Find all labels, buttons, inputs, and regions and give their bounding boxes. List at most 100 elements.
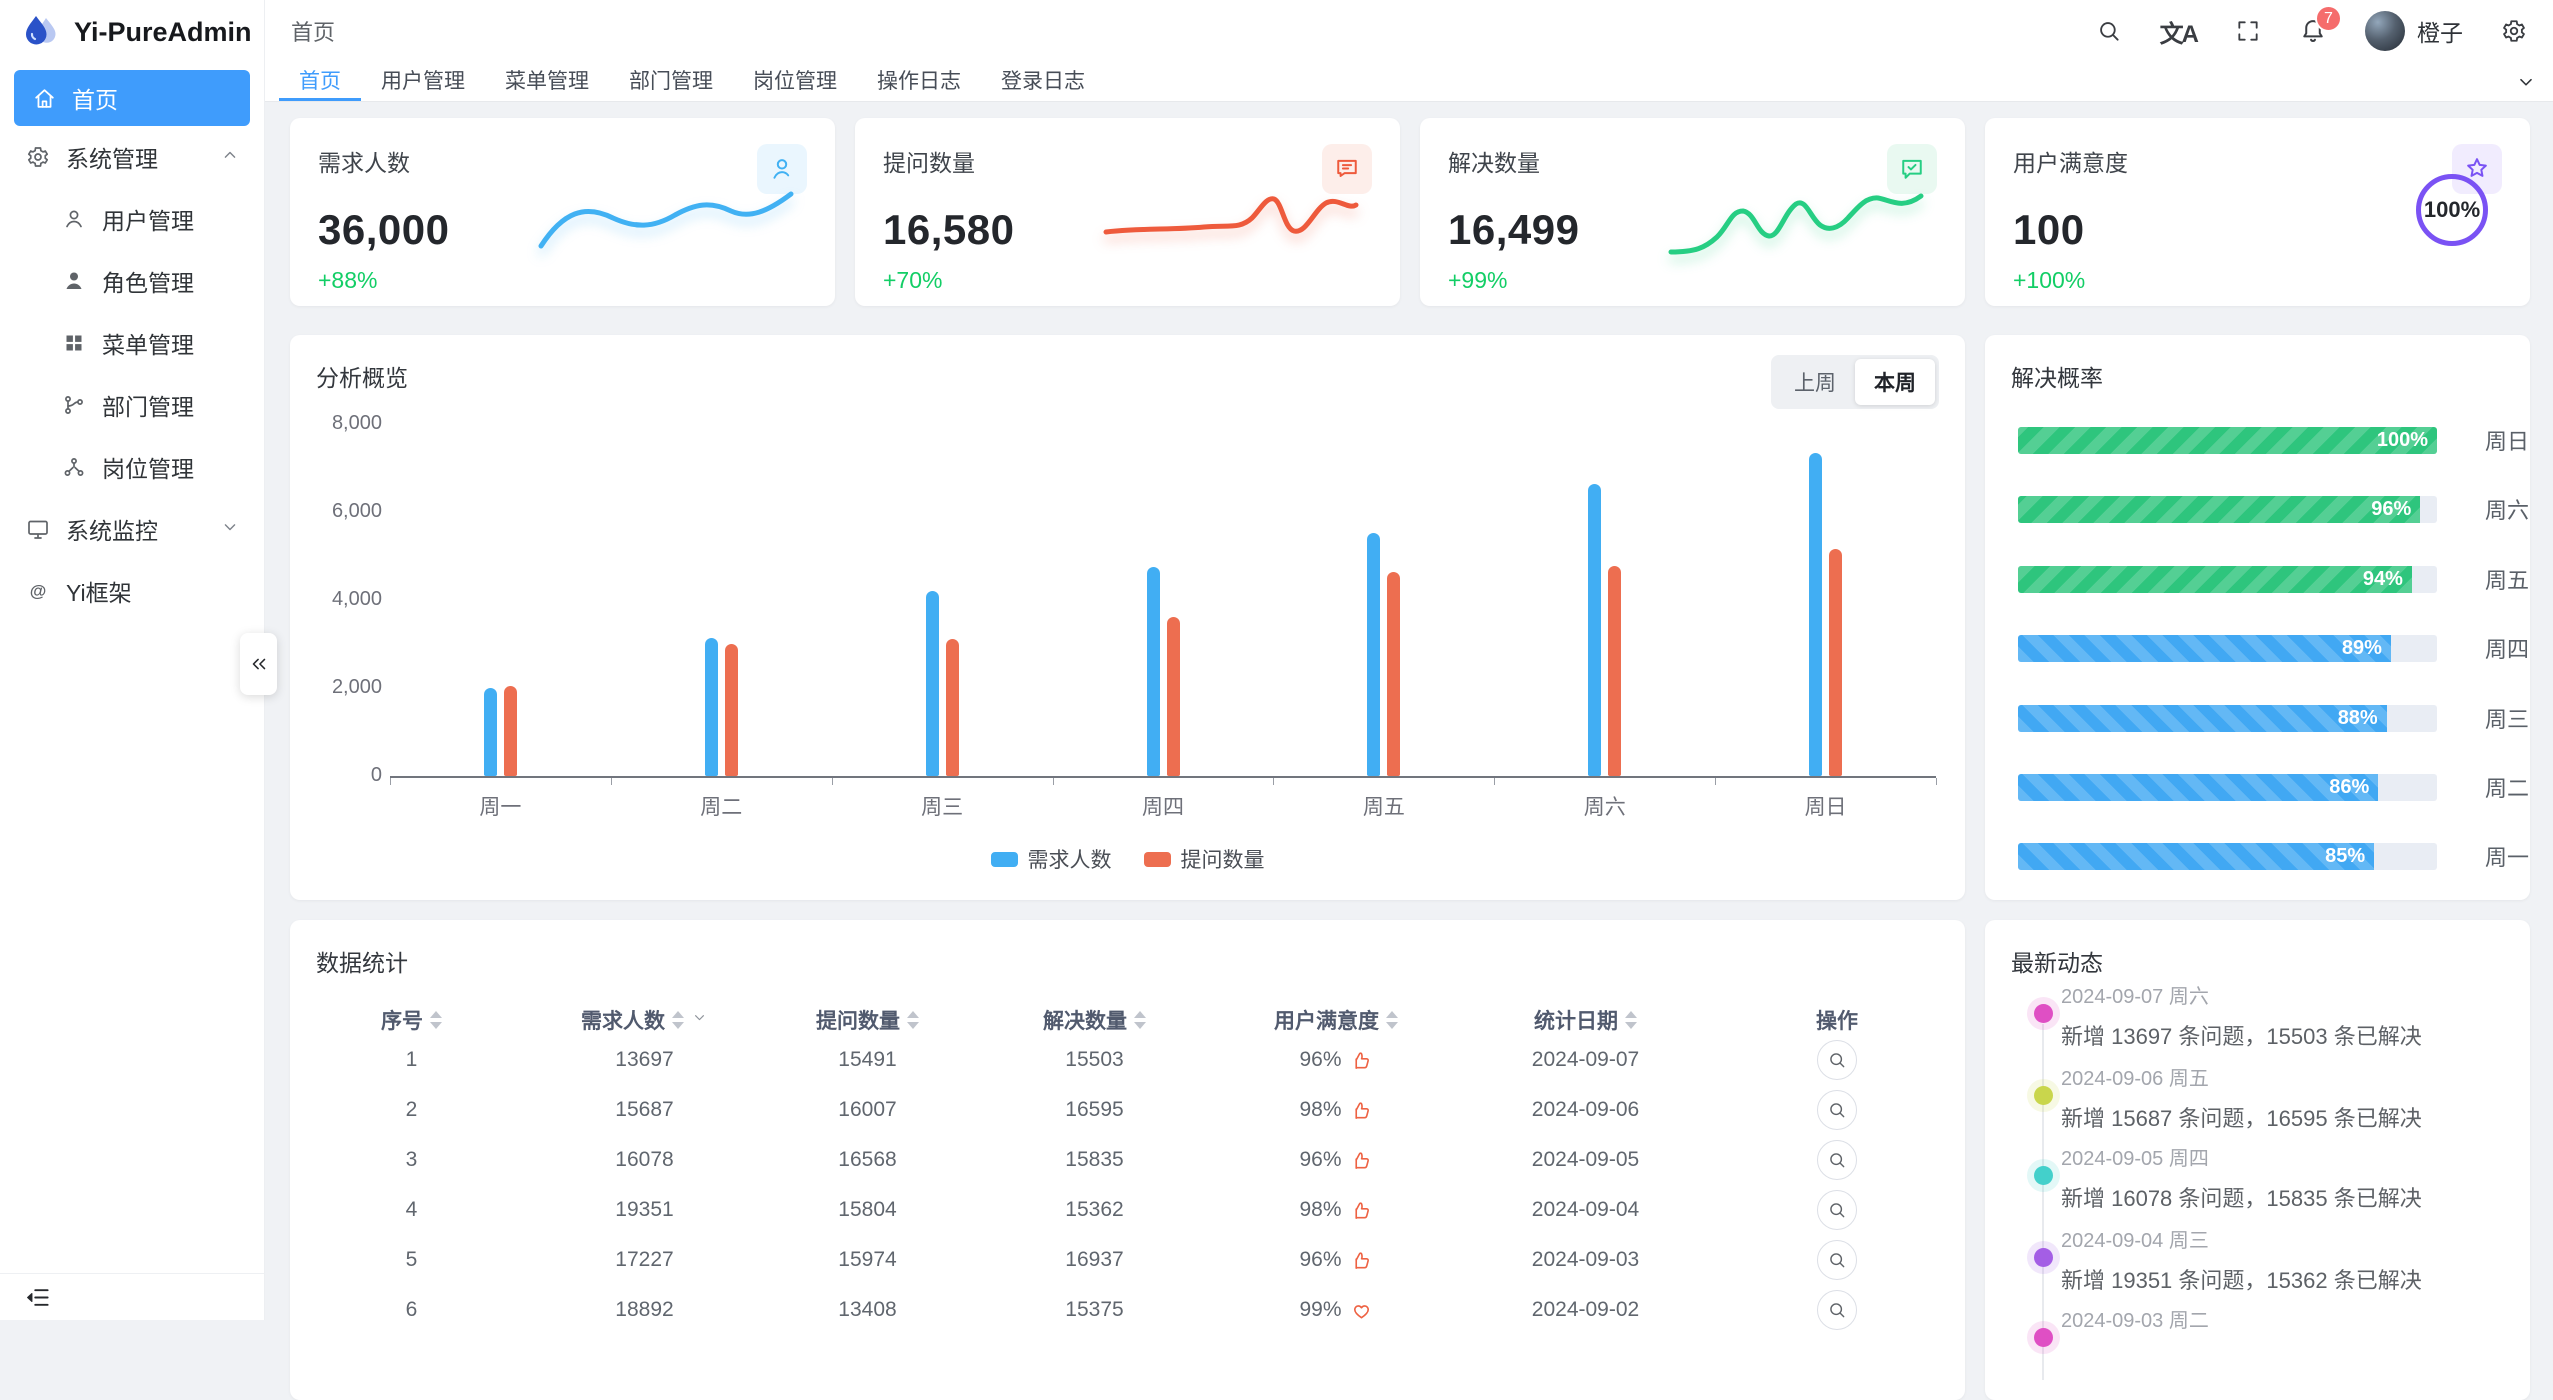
collapse-sidebar-icon[interactable]: [24, 1284, 51, 1311]
table-row-1: 2 15687 16007 16595 98% 2024-09-06: [290, 1085, 1965, 1135]
progress-day-label: 周五: [2485, 568, 2530, 593]
timeline-dot: [2034, 1166, 2053, 1185]
progress-day-label: 周日: [2485, 429, 2530, 454]
progress-fill: 85%: [2018, 842, 2375, 870]
settings-button[interactable]: [2501, 18, 2527, 44]
stat-card-2: 解决数量 16,499 +99%: [1420, 118, 1965, 306]
cell-satisfaction: 96%: [1299, 1048, 1372, 1072]
column-header-2[interactable]: 提问数量: [756, 1005, 979, 1035]
stat-delta: +99%: [1448, 267, 1508, 293]
sidebar-item-label: 角色管理: [102, 270, 194, 296]
language-button[interactable]: 文A: [2160, 14, 2199, 49]
gear-icon: [26, 145, 50, 169]
progress-fill: 100%: [2018, 426, 2437, 454]
tab-3[interactable]: 部门管理: [609, 62, 733, 101]
sidebar-item-0-3[interactable]: 部门管理: [0, 374, 264, 436]
view-detail-button[interactable]: [1817, 1090, 1857, 1130]
cell-question: 13408: [838, 1298, 897, 1321]
logo-drop-icon: [20, 12, 60, 52]
sidebar-group-1[interactable]: 系统监控: [0, 498, 264, 560]
legend-item[interactable]: 需求人数: [990, 844, 1112, 874]
stat-value: 16,580: [883, 206, 1015, 253]
view-detail-button[interactable]: [1817, 1040, 1857, 1080]
progress-value: 88%: [2337, 706, 2378, 729]
tabs-dropdown-button[interactable]: [2499, 62, 2553, 101]
sort-carets[interactable]: [1625, 1011, 1637, 1029]
sidebar-group-0[interactable]: 系统管理: [0, 126, 264, 188]
sort-carets[interactable]: [1134, 1011, 1146, 1029]
cell-seq: 4: [405, 1198, 418, 1221]
table-row-0: 1 13697 15491 15503 96% 2024-09-07: [290, 1035, 1965, 1085]
filter-button[interactable]: [691, 1008, 708, 1032]
cell-solved: 16937: [1065, 1248, 1124, 1271]
cell-demand: 17227: [615, 1248, 674, 1271]
cell-seq: 1: [405, 1048, 418, 1071]
column-header-0[interactable]: 序号: [290, 1005, 533, 1035]
sidebar-collapse-handle[interactable]: [240, 633, 277, 695]
column-header-5[interactable]: 统计日期: [1462, 1005, 1709, 1035]
cell-satisfaction: 98%: [1299, 1098, 1372, 1122]
tab-5[interactable]: 操作日志: [857, 62, 981, 101]
cell-solved: 15362: [1065, 1198, 1124, 1221]
view-detail-button[interactable]: [1817, 1140, 1857, 1180]
toggle-last-week[interactable]: 上周: [1794, 372, 1836, 395]
sidebar-item-0-2[interactable]: 菜单管理: [0, 312, 264, 374]
view-detail-button[interactable]: [1817, 1290, 1857, 1330]
tab-4[interactable]: 岗位管理: [733, 62, 857, 101]
tab-2[interactable]: 菜单管理: [485, 62, 609, 101]
timeline-dot: [2034, 1248, 2053, 1267]
search-icon: [1827, 1300, 1847, 1320]
bar-需求人数-周日: [1809, 453, 1823, 776]
sort-carets[interactable]: [1386, 1011, 1398, 1029]
toggle-this-week[interactable]: 本周: [1855, 359, 1935, 405]
sort-carets[interactable]: [907, 1011, 919, 1029]
stat-title: 用户满意度: [2013, 150, 2128, 176]
column-header-4[interactable]: 用户满意度: [1210, 1005, 1462, 1035]
news-item-4: 2024-09-03 周二: [2025, 1304, 2495, 1347]
stats-table-card: 数据统计 序号 需求人数 提问数量 解决数量 用户满意度 统计日期 操作: [290, 920, 1965, 1400]
progress-row-周日: 100% 周日: [2018, 424, 2529, 456]
column-header-6[interactable]: 操作: [1709, 1005, 1965, 1035]
column-label: 需求人数: [581, 1010, 665, 1033]
bar-提问数量-周日: [1829, 549, 1843, 776]
stat-delta: +100%: [2013, 267, 2086, 293]
view-detail-button[interactable]: [1817, 1190, 1857, 1230]
branch-icon: [62, 393, 86, 417]
stat-value: 100: [2013, 206, 2085, 253]
user-menu[interactable]: 橙子: [2365, 11, 2463, 51]
sort-carets[interactable]: [430, 1011, 442, 1029]
notifications-button[interactable]: 7: [2299, 5, 2342, 45]
cell-date: 2024-09-05: [1531, 1148, 1640, 1171]
sidebar-item-0-0[interactable]: 用户管理: [0, 188, 264, 250]
legend-item[interactable]: 提问数量: [1143, 844, 1265, 874]
sidebar-item-label: 用户管理: [102, 208, 194, 234]
x-tick-label: 周四: [1142, 796, 1184, 819]
chevron-down-icon: [220, 517, 240, 537]
chevron-up-icon: [220, 145, 240, 165]
progress-track: 89%: [2018, 634, 2437, 662]
sidebar-group-2[interactable]: @ Yi框架: [0, 560, 264, 622]
column-header-1[interactable]: 需求人数: [533, 1005, 756, 1035]
bar-需求人数-周一: [483, 688, 497, 776]
x-tick-label: 周六: [1583, 796, 1626, 819]
tab-6[interactable]: 登录日志: [981, 62, 1105, 101]
view-detail-button[interactable]: [1817, 1240, 1857, 1280]
app-logo[interactable]: Yi-PureAdmin: [0, 0, 264, 64]
sparkline: [1103, 196, 1359, 235]
cell-solved: 15835: [1065, 1148, 1124, 1171]
progress-value: 100%: [2376, 428, 2428, 451]
stat-title: 提问数量: [883, 150, 975, 176]
sort-carets[interactable]: [672, 1011, 684, 1029]
progress-track: 96%: [2018, 495, 2437, 523]
tab-0[interactable]: 首页: [279, 62, 361, 101]
fullscreen-button[interactable]: [2235, 18, 2261, 44]
tab-1[interactable]: 用户管理: [361, 62, 485, 101]
column-header-3[interactable]: 解决数量: [979, 1005, 1210, 1035]
y-tick-label: 2,000: [331, 676, 382, 698]
sidebar-item-home[interactable]: 首页: [14, 70, 250, 126]
y-tick-label: 4,000: [331, 588, 382, 610]
search-button[interactable]: [2096, 18, 2122, 44]
news-date: 2024-09-07 周六: [2061, 986, 2209, 1008]
sidebar-item-0-4[interactable]: 岗位管理: [0, 436, 264, 498]
sidebar-item-0-1[interactable]: 角色管理: [0, 250, 264, 312]
